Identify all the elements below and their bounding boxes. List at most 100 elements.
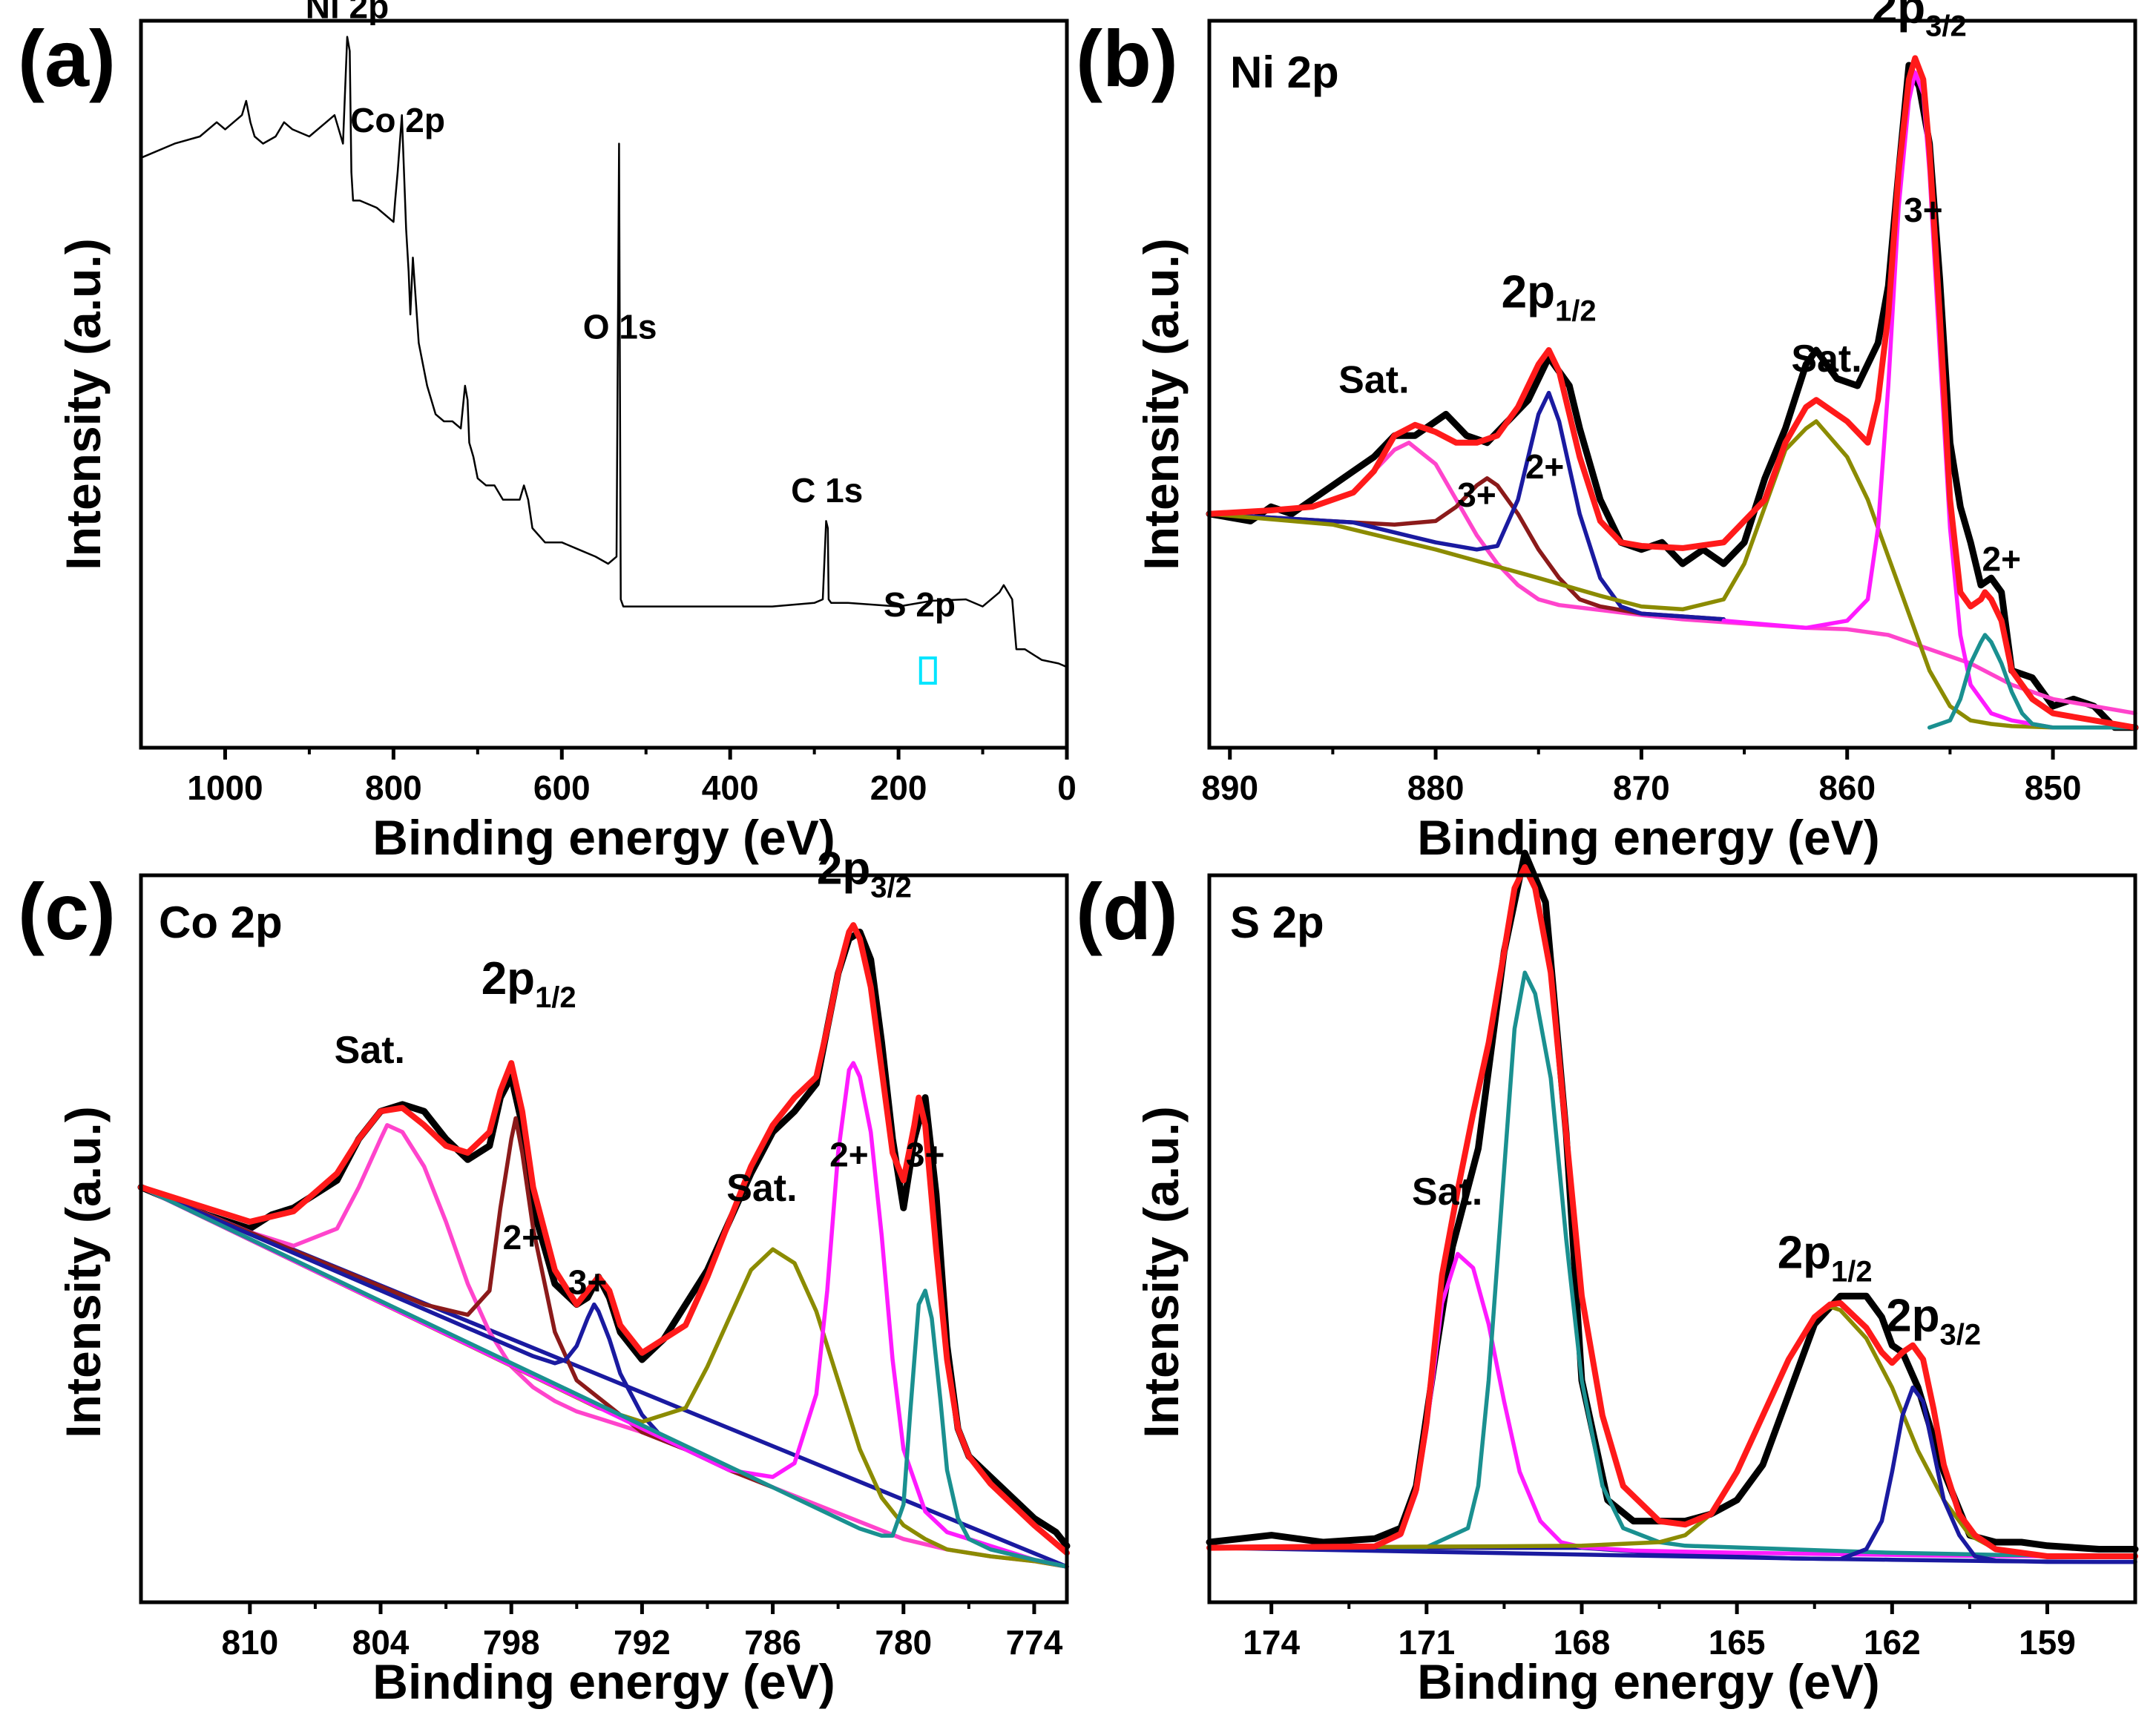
panel-b-title: Ni 2p bbox=[1230, 47, 1339, 97]
panel-a-xlabel: Binding energy (eV) bbox=[372, 810, 835, 865]
panel-c-annotation: 3+ bbox=[906, 1136, 944, 1174]
panel-c-x-tick-label: 780 bbox=[875, 1623, 932, 1662]
panel-b-series-sat-881-3- bbox=[1207, 441, 2137, 716]
panel-a-x-tick-label: 800 bbox=[365, 768, 422, 807]
panel-a-annotation: Co 2p bbox=[350, 101, 445, 139]
panel-d-series-raw-data bbox=[1206, 849, 2139, 1553]
panel-a-frame bbox=[139, 19, 1069, 750]
panel-b-annotation: 2p3/2 bbox=[1872, 0, 1967, 42]
panel-d-x-tick-label: 162 bbox=[1864, 1623, 1921, 1662]
panel-b-series-ni2-853-3- bbox=[1927, 633, 2137, 730]
panel-d-x-ticks: 174 171 168 165 162 159 bbox=[1243, 1602, 2076, 1662]
panel-c-co2p: (c) Co 2p Intensity (a.u.) Binding energ… bbox=[18, 843, 1071, 1709]
panel-c-x-tick-label: 786 bbox=[744, 1623, 801, 1662]
panel-a-x-tick-label: 600 bbox=[533, 768, 591, 807]
panel-b-annotation: 2+ bbox=[1982, 540, 2021, 579]
panel-d-s2p: (d) S 2p Intensity (a.u.) Binding energy… bbox=[1076, 849, 2139, 1709]
panel-b-series-ni2-874-5- bbox=[1207, 390, 1726, 622]
panel-a-x-tick-label: 400 bbox=[702, 768, 759, 807]
panel-d-x-tick-label: 168 bbox=[1554, 1623, 1611, 1662]
panel-b-x-tick-label: 870 bbox=[1613, 768, 1670, 807]
panel-a-x-ticks: 1000 800 600 400 200 0 bbox=[187, 748, 1077, 807]
panel-a-annotation: S 2p bbox=[884, 585, 956, 624]
panel-c-series-co2-782-3- bbox=[139, 1061, 1069, 1569]
panel-a-annotation: C 1s bbox=[791, 471, 863, 510]
panel-d-annotation: 2p1/2 bbox=[1778, 1227, 1873, 1288]
panel-d-x-tick-label: 174 bbox=[1243, 1623, 1300, 1662]
panel-c-annotation: Sat. bbox=[335, 1029, 405, 1072]
panel-d-ylabel: Intensity (a.u.) bbox=[1134, 1106, 1189, 1438]
panel-d-series-2p3-2-161-6- bbox=[1207, 1385, 2137, 1564]
panel-b-frame bbox=[1207, 19, 2137, 750]
panel-b-series bbox=[1206, 55, 2139, 731]
panel-c-x-tick-label: 810 bbox=[221, 1623, 278, 1662]
panel-b-series-raw-data bbox=[1206, 62, 2139, 731]
panel-a-survey: (a) Intensity (a.u.) Binding energy (eV)… bbox=[18, 0, 1077, 865]
panel-d-series-sat-170-4- bbox=[1207, 1251, 2137, 1558]
panel-b-ylabel: Intensity (a.u.) bbox=[1134, 238, 1189, 570]
panel-c-xlabel: Binding energy (eV) bbox=[372, 1654, 835, 1709]
panel-c-series-sat-786- bbox=[139, 1185, 1069, 1569]
panel-c-series-co3-779-3- bbox=[139, 1185, 1069, 1569]
panel-d-series-envelope bbox=[1206, 864, 2138, 1559]
panel-c-x-tick-label: 798 bbox=[483, 1623, 540, 1662]
panel-a-annotation: O 1s bbox=[583, 307, 657, 346]
panel-d-annotation: 2p3/2 bbox=[1886, 1291, 1981, 1352]
panel-c-x-tick-label: 792 bbox=[614, 1623, 671, 1662]
panel-b-series-sat-861-5- bbox=[1207, 419, 2137, 730]
panel-b-xlabel: Binding energy (eV) bbox=[1417, 810, 1879, 865]
panel-a-s2p-marker-box bbox=[918, 656, 937, 685]
panel-c-series-raw-data bbox=[137, 928, 1071, 1550]
panel-b-x-tick-label: 850 bbox=[2025, 768, 2082, 807]
panel-b-annotation: Sat. bbox=[1791, 338, 1861, 381]
panel-a-letter: (a) bbox=[18, 13, 116, 103]
panel-c-x-tick-label: 804 bbox=[352, 1623, 410, 1662]
panel-c-ylabel: Intensity (a.u.) bbox=[56, 1106, 111, 1438]
panel-c-x-tick-label: 774 bbox=[1006, 1623, 1063, 1662]
panel-b-annotation: 2p1/2 bbox=[1502, 266, 1597, 327]
panel-c-title: Co 2p bbox=[159, 898, 283, 947]
panel-c-annotation: 2p3/2 bbox=[817, 843, 912, 903]
panel-d-title: S 2p bbox=[1230, 898, 1324, 947]
panel-d-x-tick-label: 159 bbox=[2019, 1623, 2076, 1662]
panel-a-x-tick-label: 1000 bbox=[187, 768, 263, 807]
panel-a-series bbox=[139, 36, 1068, 685]
panel-b-letter: (b) bbox=[1076, 13, 1178, 103]
panel-b-annotation: 2+ bbox=[1525, 447, 1564, 486]
panel-c-annotation: Sat. bbox=[726, 1167, 797, 1210]
panel-b-series-envelope bbox=[1206, 55, 2138, 731]
panel-c-x-ticks: 810 804 798 792 786 780 774 bbox=[221, 1602, 1063, 1662]
panel-b-x-tick-label: 890 bbox=[1201, 768, 1258, 807]
panel-c-series-envelope bbox=[138, 922, 1070, 1556]
panel-d-x-tick-label: 171 bbox=[1398, 1623, 1455, 1662]
panel-b-x-ticks: 890 880 870 860 850 bbox=[1201, 748, 2081, 807]
panel-a-x-tick-label: 0 bbox=[1057, 768, 1077, 807]
panel-c-annotation: 2p1/2 bbox=[482, 953, 576, 1014]
panel-d-frame bbox=[1207, 873, 2137, 1604]
panel-b-x-tick-label: 880 bbox=[1407, 768, 1465, 807]
panel-b-annotations: Sat. 2p1/2 Sat. 2p3/2 3+ 2+ 3+ 2+ bbox=[1338, 0, 2021, 579]
panel-b-annotation: 3+ bbox=[1457, 475, 1496, 514]
panel-d-series-s-169-1- bbox=[1207, 970, 2137, 1558]
panel-d-annotation: Sat. bbox=[1412, 1171, 1482, 1214]
panel-b-x-tick-label: 860 bbox=[1818, 768, 1876, 807]
panel-d-letter: (d) bbox=[1076, 866, 1178, 956]
panel-d-series bbox=[1206, 849, 2139, 1564]
panel-c-annotation: 2+ bbox=[503, 1218, 542, 1257]
panel-d-x-tick-label: 165 bbox=[1709, 1623, 1766, 1662]
panel-b-series-ni3-877-5- bbox=[1207, 476, 1726, 622]
panel-c-annotation: 3+ bbox=[568, 1263, 607, 1302]
panel-d-xlabel: Binding energy (eV) bbox=[1417, 1654, 1879, 1709]
panel-c-series-co2-797-8- bbox=[139, 1116, 775, 1489]
panel-c-series-sat-803-7- bbox=[139, 1123, 1069, 1569]
panel-c-series bbox=[137, 922, 1071, 1569]
panel-c-annotation: 2+ bbox=[829, 1136, 868, 1174]
panel-b-annotation: Sat. bbox=[1338, 359, 1409, 402]
panel-c-annotations: Sat. 2p1/2 Sat. 2p3/2 2+ 3+ 2+ 3+ bbox=[335, 843, 945, 1301]
panel-b-ni2p: (b) Ni 2p Intensity (a.u.) Binding energ… bbox=[1076, 0, 2139, 865]
panel-a-ylabel: Intensity (a.u.) bbox=[56, 238, 111, 570]
panel-b-annotation: 3+ bbox=[1904, 191, 1942, 229]
